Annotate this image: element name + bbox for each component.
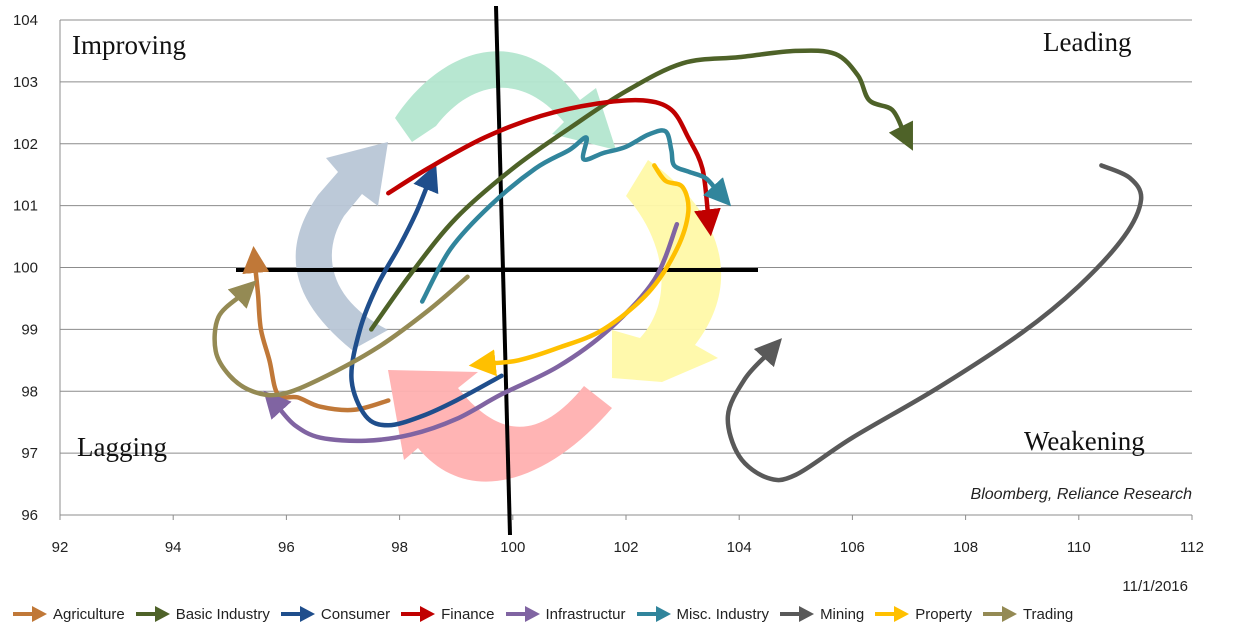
y-tick-label: 102: [13, 136, 38, 153]
legend-label: Basic Industry: [175, 605, 270, 623]
x-tick-label: 94: [165, 539, 182, 556]
quadrant-label-improving: Improving: [72, 30, 186, 60]
y-tick-label: 96: [21, 507, 38, 524]
legend-label: Trading: [1022, 605, 1074, 623]
y-tick-label: 103: [13, 74, 38, 91]
lagging-cycle-arrow: [388, 370, 612, 482]
legend-item-misc-industry: Misc. Industry: [636, 604, 770, 624]
legend-item-basic-industry: Basic Industry: [135, 604, 270, 624]
legend-item-finance: Finance: [400, 604, 495, 624]
tick-labels: 96 97 98 99 100 101 102 103 104 92 94 96 98 100 102 104…: [13, 12, 1204, 556]
cycle-arrows: [295, 51, 722, 482]
series-consumer-path: [349, 164, 504, 428]
legend-label: Misc. Industry: [676, 605, 770, 623]
legend-arrow-icon: [401, 606, 436, 622]
source-note: Bloomberg, Reliance Research: [971, 486, 1193, 503]
legend-label: Infrastructur: [545, 605, 626, 623]
legend-item-trading: Trading: [982, 604, 1073, 624]
quadrant-label-weakening: Weakening: [1024, 426, 1145, 456]
series-finance-path: [386, 97, 721, 237]
legend-label: Consumer: [320, 605, 391, 623]
legend-item-consumer: Consumer: [280, 604, 390, 624]
x-tick-label: 92: [52, 539, 69, 556]
series-misc-industry-path: [419, 128, 732, 304]
x-tick-label: 104: [727, 539, 752, 556]
date-stamp: 11/1/2016: [1122, 578, 1188, 595]
legend-item-property: Property: [874, 604, 972, 624]
y-tick-label: 98: [21, 383, 38, 400]
series-paths: [212, 48, 1144, 483]
legend-arrow-icon: [135, 606, 170, 622]
legend-item-infrastructur: Infrastructur: [505, 604, 626, 624]
x-tick-label: 98: [391, 539, 408, 556]
quadrant-axes: [236, 5, 758, 536]
legend-arrow-icon: [982, 606, 1017, 622]
x-tick-label: 108: [953, 539, 978, 556]
improving-cycle-arrow: [295, 142, 388, 350]
y-tick-label: 97: [21, 445, 38, 462]
x-tick-label: 106: [840, 539, 865, 556]
legend: Agriculture Basic Industry Consumer Finance…: [12, 602, 1237, 626]
legend-item-agriculture: Agriculture: [12, 604, 125, 624]
series-mining-path: [725, 163, 1144, 483]
legend-arrow-icon: [875, 606, 910, 622]
x-tick-label: 102: [613, 539, 638, 556]
legend-arrow-icon: [636, 606, 671, 622]
legend-arrow-icon: [505, 606, 540, 622]
y-tick-label: 101: [13, 198, 38, 215]
x-tick-label: 110: [1067, 539, 1091, 556]
series-basic-industry-path: [369, 48, 913, 332]
legend-label: Agriculture: [53, 605, 125, 623]
legend-item-mining: Mining: [779, 604, 864, 624]
legend-label: Property: [915, 605, 972, 623]
x-tick-label: 112: [1180, 539, 1204, 556]
x-tick-label: 96: [278, 539, 295, 556]
legend-label: Finance: [441, 605, 495, 623]
quadrant-label-lagging: Lagging: [77, 432, 167, 462]
series-property-path: [468, 163, 691, 377]
y-tick-label: 104: [13, 12, 38, 29]
legend-arrow-icon: [13, 606, 47, 622]
y-tick-label: 100: [13, 260, 38, 277]
legend-arrow-icon: [780, 606, 815, 622]
legend-arrow-icon: [280, 606, 315, 622]
x-tick-label: 100: [500, 539, 525, 556]
quadrant-label-leading: Leading: [1043, 27, 1131, 57]
leading-cycle-arrow: [395, 51, 616, 150]
y-tick-label: 99: [21, 321, 38, 338]
series-trading-path: [212, 274, 470, 398]
legend-label: Mining: [820, 605, 865, 623]
